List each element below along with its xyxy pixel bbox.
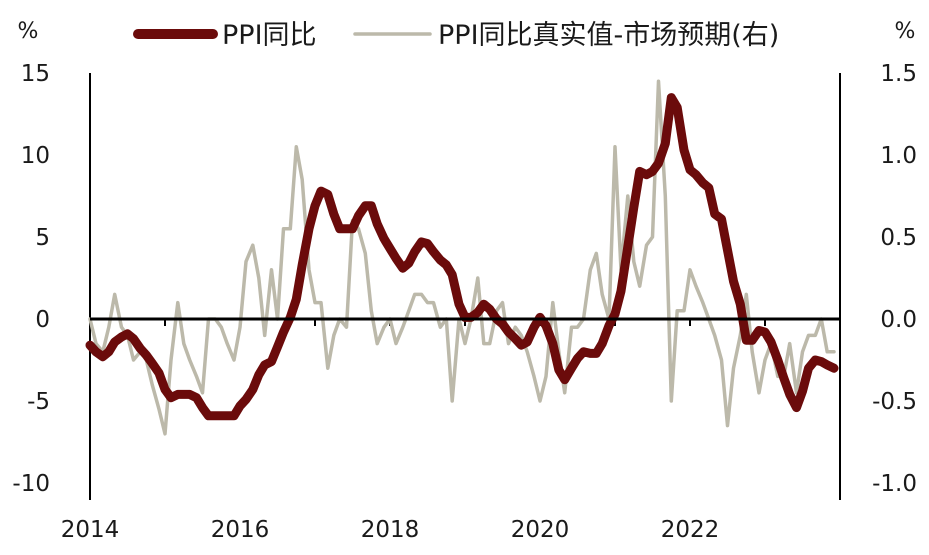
legend-label-ppi-yoy: PPI同比 <box>222 20 317 51</box>
left-y-tick-label: -5 <box>27 389 50 415</box>
right-y-tick-label: -1.0 <box>872 471 917 497</box>
x-tick-labels: 2014 2016 2018 2020 2022 <box>61 517 720 543</box>
left-y-tick-label: 10 <box>21 143 50 169</box>
x-tick-label: 2014 <box>61 517 120 543</box>
left-y-tick-label: 15 <box>21 61 50 87</box>
x-tick-label: 2022 <box>661 517 720 543</box>
series-ppi-surprise-line <box>88 79 836 436</box>
left-axis-unit: % <box>18 19 39 44</box>
left-y-tick-label: 5 <box>35 225 50 251</box>
left-y-tick-label: 0 <box>35 307 50 333</box>
right-y-tick-label: 0.0 <box>880 307 917 333</box>
legend: PPI同比 PPI同比真实值-市场预期(右) <box>133 20 779 51</box>
right-y-tick-label: 1.5 <box>880 61 917 87</box>
x-tick-label: 2020 <box>511 517 570 543</box>
series-layer <box>85 79 839 436</box>
x-tick-label: 2016 <box>211 517 270 543</box>
right-y-tick-labels: 1.5 1.0 0.5 0.0 -0.5 -1.0 <box>872 61 917 497</box>
right-y-tick-label: -0.5 <box>872 389 917 415</box>
right-y-tick-label: 1.0 <box>880 143 917 169</box>
series-ppi-yoy-line <box>85 93 839 421</box>
right-axis-unit: % <box>895 19 916 44</box>
left-y-tick-label: -10 <box>12 471 50 497</box>
left-y-tick-labels: 15 10 5 0 -5 -10 <box>12 61 50 497</box>
right-y-tick-label: 0.5 <box>880 225 917 251</box>
x-tick-label: 2018 <box>361 517 420 543</box>
legend-label-ppi-surprise: PPI同比真实值-市场预期(右) <box>438 20 779 51</box>
